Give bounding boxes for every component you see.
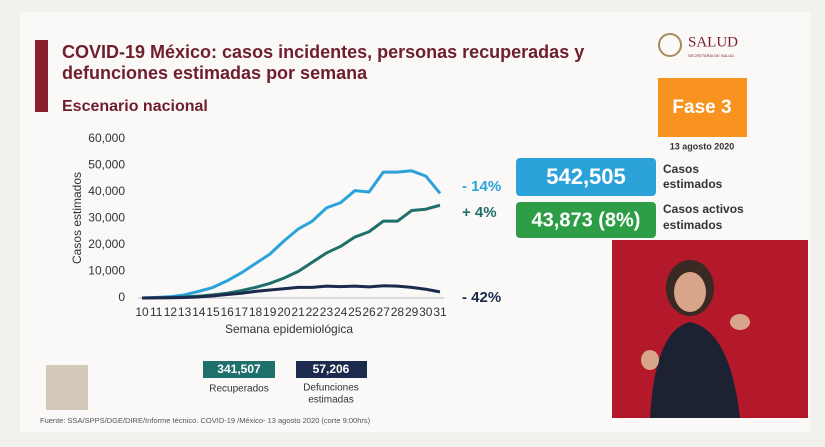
deaths-value: 57,206: [313, 362, 350, 376]
accent-bar: [35, 40, 48, 112]
title-line: COVID-19 México: casos incidentes, perso…: [62, 42, 584, 62]
deaths-box: [296, 361, 367, 378]
y-tick-label: 10,000: [88, 264, 125, 278]
x-tick-label: 18: [249, 305, 263, 319]
x-tick-label: 22: [306, 305, 320, 319]
recovered-box: [203, 361, 275, 378]
y-tick-label: 30,000: [88, 211, 125, 225]
active-box: [516, 202, 656, 238]
x-tick-label: 27: [377, 305, 391, 319]
phase-box: [658, 78, 747, 137]
x-tick-label: 23: [320, 305, 334, 319]
logo: SALUD SECRETARÍA DE SALUD: [658, 33, 738, 58]
x-tick-label: 10: [135, 305, 149, 319]
series-annotation: + 4%: [462, 204, 497, 221]
x-tick-label: 13: [178, 305, 192, 319]
deaths-label: Defunciones: [303, 383, 359, 394]
series-line: [141, 169, 442, 300]
x-tick-label: 17: [235, 305, 249, 319]
x-tick-label: 31: [433, 305, 447, 319]
recovered-label: Recuperados: [209, 384, 268, 395]
series-line: [141, 284, 441, 300]
title-line: defunciones estimadas por semana: [62, 63, 368, 83]
body: [650, 322, 740, 418]
y-tick-label: 0: [118, 290, 125, 304]
phase: Fase 3: [672, 97, 731, 118]
x-tick-label: 26: [362, 305, 376, 319]
footer: Fuente: SSA/SPPS/DGE/DIRE/Informe técnic…: [40, 416, 371, 425]
y-tick-label: 60,000: [88, 131, 125, 145]
series-annotation: - 42%: [462, 289, 501, 306]
y-tick-label: 20,000: [88, 237, 125, 251]
x-tick-label: 11: [150, 305, 163, 319]
active-label: Casos activos: [663, 202, 744, 216]
active-value: 43,873 (8%): [532, 209, 641, 231]
cases-box: [516, 158, 656, 196]
cases-label: Casos: [663, 162, 699, 176]
hand: [641, 350, 659, 370]
y-axis-label: Casos estimados: [70, 172, 84, 264]
emblem: [46, 365, 88, 410]
hand: [730, 314, 750, 330]
x-tick-label: 19: [263, 305, 277, 319]
x-tick-label: 29: [405, 305, 419, 319]
x-tick-label: 15: [206, 305, 220, 319]
logo-text: SALUD: [688, 34, 738, 50]
interpreter-video: [612, 240, 808, 418]
x-tick-label: 28: [391, 305, 405, 319]
subtitle: Escenario nacional: [62, 98, 208, 115]
y-tick-label: 40,000: [88, 184, 125, 198]
active-label: estimados: [663, 218, 723, 232]
date: 13 agosto 2020: [670, 141, 735, 151]
cases-label: estimados: [663, 177, 723, 191]
y-tick-label: 50,000: [88, 158, 125, 172]
x-axis-label: Semana epidemiológica: [225, 322, 353, 336]
x-tick-label: 24: [334, 305, 348, 319]
x-tick-label: 21: [291, 305, 305, 319]
recovered-value: 341,507: [217, 362, 261, 376]
logo-subtext: SECRETARÍA DE SALUD: [688, 53, 734, 58]
cases-value: 542,505: [546, 164, 626, 189]
logo-emblem: [658, 33, 682, 57]
series-annotation: - 14%: [462, 178, 501, 195]
x-tick-label: 14: [192, 305, 206, 319]
x-tick-label: 30: [419, 305, 433, 319]
face: [674, 272, 706, 312]
x-tick-label: 20: [277, 305, 291, 319]
deaths-label: estimadas: [308, 395, 354, 406]
x-tick-label: 25: [348, 305, 362, 319]
x-tick-label: 16: [220, 305, 234, 319]
x-tick-label: 12: [164, 305, 178, 319]
